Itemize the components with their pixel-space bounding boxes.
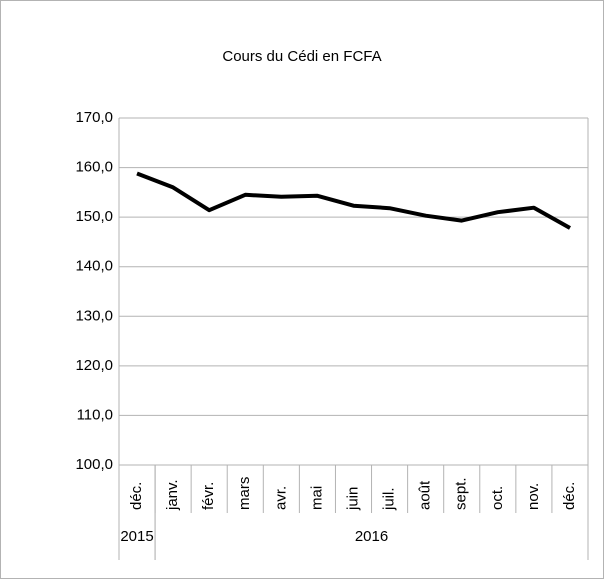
y-tick-label: 100,0 bbox=[75, 456, 113, 473]
x-tick-label: déc. bbox=[561, 482, 578, 510]
x-tick-label: sept. bbox=[453, 477, 470, 510]
y-tick-label: 120,0 bbox=[75, 357, 113, 374]
y-tick-label: 170,0 bbox=[75, 109, 113, 126]
x-tick-label: nov. bbox=[525, 483, 542, 510]
data-line bbox=[136, 171, 571, 230]
y-tick-label: 130,0 bbox=[75, 307, 113, 324]
x-tick-label: oct. bbox=[489, 486, 506, 510]
chart-title: Cours du Cédi en FCFA bbox=[222, 48, 381, 65]
y-tick-label: 110,0 bbox=[77, 406, 113, 423]
group-label: 2015 bbox=[120, 528, 153, 545]
x-tick-label: avr. bbox=[272, 486, 289, 510]
group-label: 2016 bbox=[355, 528, 388, 545]
x-tick-label: juin bbox=[344, 487, 361, 511]
y-tick-label: 160,0 bbox=[75, 159, 113, 176]
x-tick-label: mai bbox=[308, 486, 325, 510]
x-tick-label: févr. bbox=[200, 482, 217, 510]
x-tick-label: mars bbox=[236, 477, 253, 510]
y-tick-label: 150,0 bbox=[75, 208, 113, 225]
x-tick-label: juil. bbox=[381, 487, 398, 511]
x-tick-label: déc. bbox=[128, 482, 145, 510]
y-tick-label: 140,0 bbox=[75, 258, 113, 275]
x-tick-label: août bbox=[417, 480, 434, 510]
x-tick-label: janv. bbox=[164, 479, 181, 511]
